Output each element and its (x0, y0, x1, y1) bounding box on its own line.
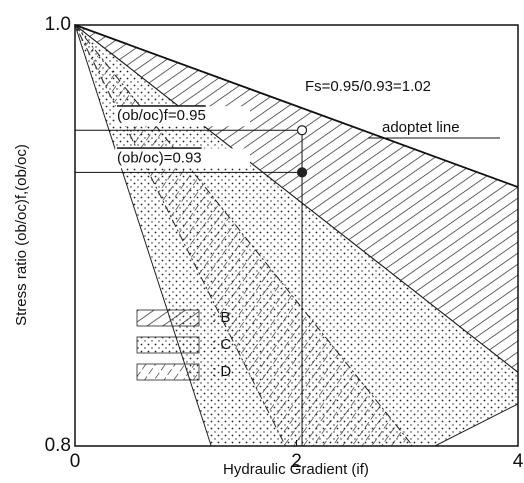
adopted-line (74, 24, 519, 188)
point-label: (ob/oc)=0.93 (117, 149, 202, 166)
y-tick-label: 0.8 (45, 435, 71, 456)
label-box (115, 106, 250, 127)
annotation: adoptet line (382, 119, 460, 136)
legend-label: : C (212, 336, 231, 353)
x-tick-label: 4 (513, 451, 524, 472)
x-tick-label: 0 (70, 451, 81, 472)
plot: : B: C: D(ob/oc)f=0.95(ob/oc)=0.93 (74, 23, 519, 447)
legend-label: : D (212, 363, 231, 380)
y-tick-label: 1.0 (45, 14, 71, 35)
y-axis-label: Stress ratio (ob/oc)f,(ob/oc) (13, 144, 30, 326)
point (296, 167, 308, 178)
legend-swatch (136, 336, 200, 354)
x-axis-label: Hydraulic Gradient (if) (223, 461, 369, 478)
point (296, 125, 308, 136)
x-tick-label: 2 (291, 451, 302, 472)
annotation: Fs=0.95/0.93=1.02 (305, 78, 431, 95)
legend-swatch (136, 363, 200, 381)
label-box (115, 148, 250, 169)
point-label: (ob/oc)f=0.95 (117, 107, 206, 124)
